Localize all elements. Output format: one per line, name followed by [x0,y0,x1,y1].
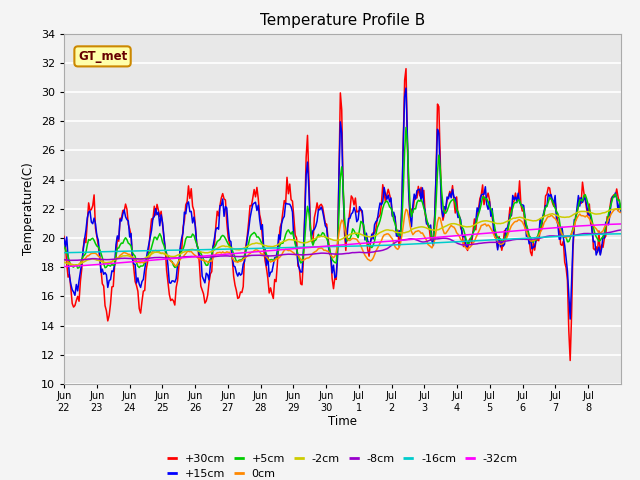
Title: Temperature Profile B: Temperature Profile B [260,13,425,28]
Legend: +30cm, +15cm, +5cm, 0cm, -2cm, -8cm, -16cm, -32cm: +30cm, +15cm, +5cm, 0cm, -2cm, -8cm, -16… [163,449,522,480]
Text: GT_met: GT_met [78,50,127,63]
Y-axis label: Temperature(C): Temperature(C) [22,162,35,255]
X-axis label: Time: Time [328,415,357,428]
